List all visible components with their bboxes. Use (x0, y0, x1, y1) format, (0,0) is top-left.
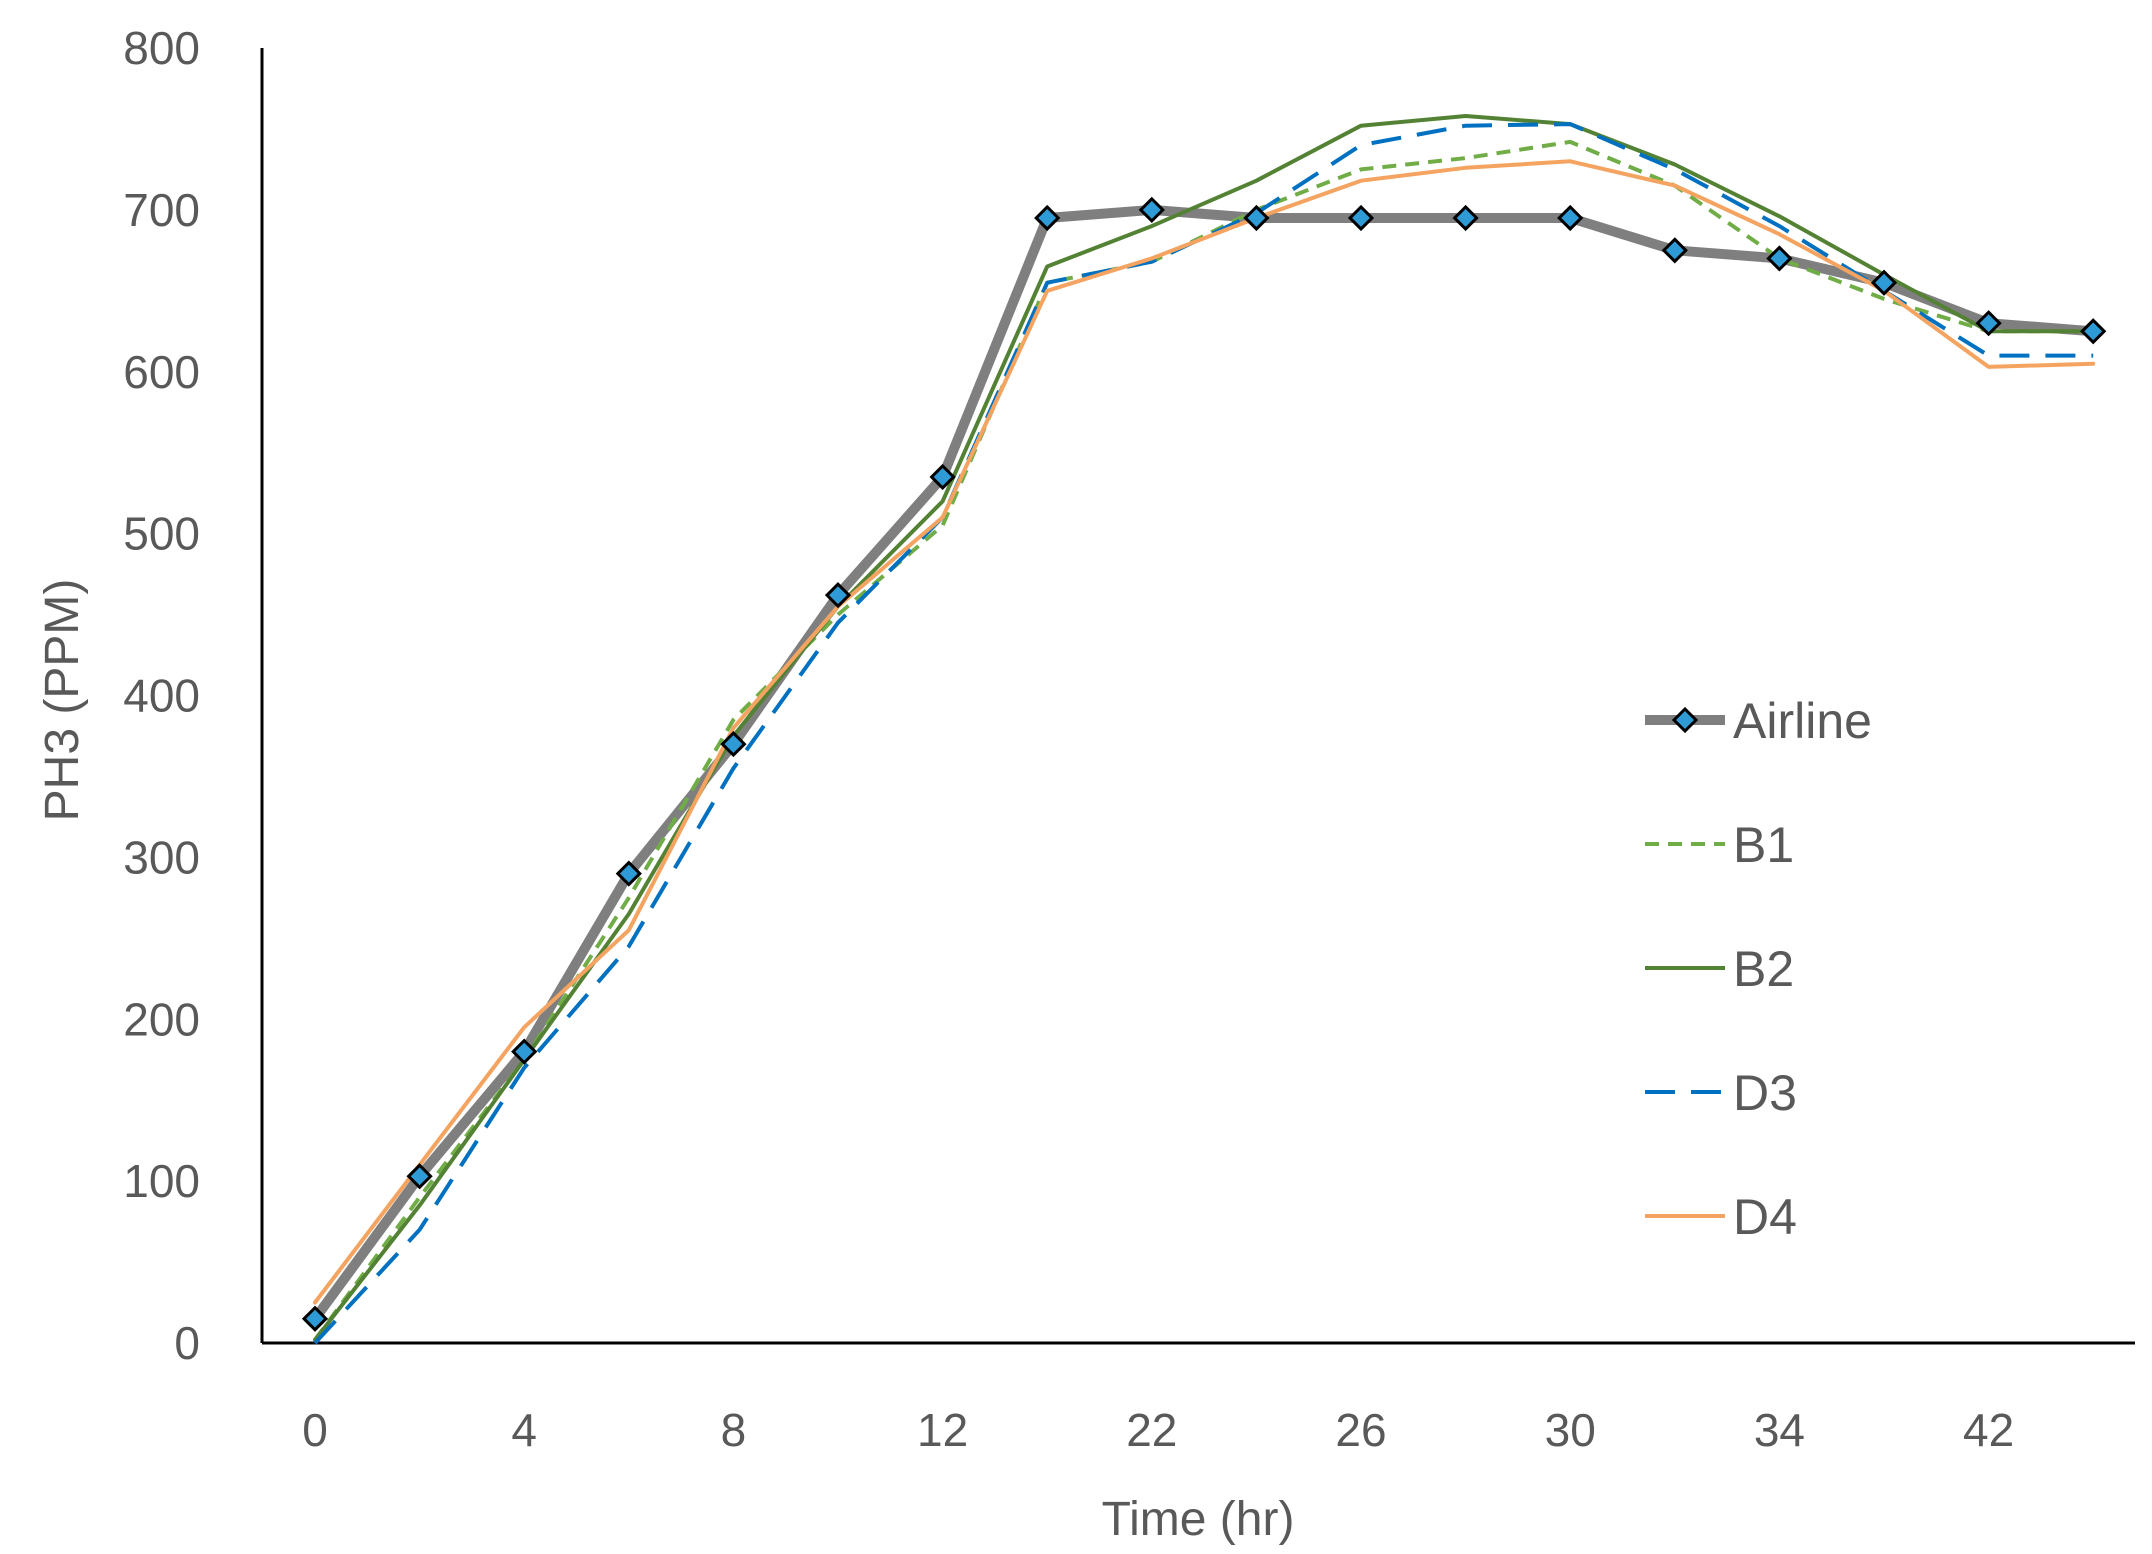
data-point-airline (824, 582, 852, 609)
series-line-airline (310, 204, 2099, 1324)
data-point-airline (406, 1163, 433, 1190)
x-tick-label: 0 (302, 1404, 328, 1456)
y-tick-label: 600 (123, 346, 200, 398)
data-point-airline (1138, 196, 1165, 223)
legend-label-b1: B1 (1733, 817, 1794, 873)
x-tick-label: 42 (1963, 1404, 2014, 1456)
data-point-airline (511, 1038, 538, 1065)
y-tick-label: 200 (123, 993, 200, 1045)
y-tick-label: 300 (123, 831, 200, 883)
data-point-airline (1766, 245, 1793, 272)
data-point-airline (1870, 269, 1898, 296)
data-point-airline (1347, 204, 1375, 232)
y-tick-label: 700 (123, 184, 200, 236)
data-point-airline (1975, 310, 2002, 337)
data-point-airline (1243, 204, 1270, 232)
series-layer (301, 114, 2107, 1345)
data-point-airline (929, 463, 956, 491)
x-tick-label: 26 (1335, 1404, 1386, 1456)
axes: 0 100 200 300 400 500 600 700 800 0 4 8 12 22 26 30 34 42 (123, 22, 2135, 1456)
legend-label-d3: D3 (1733, 1065, 1797, 1121)
y-axis-title: PH3 (PPM) (36, 579, 89, 822)
series-line-b2 (313, 114, 2096, 1342)
x-tick-label: 34 (1754, 1404, 1805, 1456)
series-line-d4 (313, 159, 2096, 1305)
series-line-b1 (313, 139, 2094, 1341)
x-tick-label: 22 (1126, 1404, 1177, 1456)
legend-label-d4: D4 (1733, 1189, 1797, 1245)
legend-label-b2: B2 (1733, 941, 1794, 997)
data-point-airline (720, 730, 747, 758)
x-tick-label: 30 (1545, 1404, 1596, 1456)
y-tick-label: 400 (123, 670, 200, 722)
series-line-d3 (313, 122, 2094, 1345)
legend-label-airline: Airline (1733, 693, 1872, 749)
x-tick-label: 8 (721, 1404, 747, 1456)
legend: Airline B1 B2 D3 D4 (1645, 693, 1872, 1245)
x-tick-label: 12 (917, 1404, 968, 1456)
y-tick-label: 0 (174, 1317, 200, 1369)
y-tick-label: 500 (123, 508, 200, 560)
data-point-airline (615, 860, 642, 887)
data-point-airline (1452, 204, 1479, 232)
data-point-airline (1034, 204, 1061, 232)
data-point-airline (1557, 204, 1584, 232)
y-tick-label: 800 (123, 22, 200, 74)
x-axis-title: Time (hr) (1102, 1493, 1295, 1546)
legend-marker-airline (1671, 706, 1699, 734)
y-tick-label: 100 (123, 1155, 200, 1207)
data-point-airline (2080, 318, 2107, 345)
x-tick-label: 4 (511, 1404, 537, 1456)
data-point-airline (1661, 237, 1688, 264)
data-point-airline (301, 1305, 329, 1332)
